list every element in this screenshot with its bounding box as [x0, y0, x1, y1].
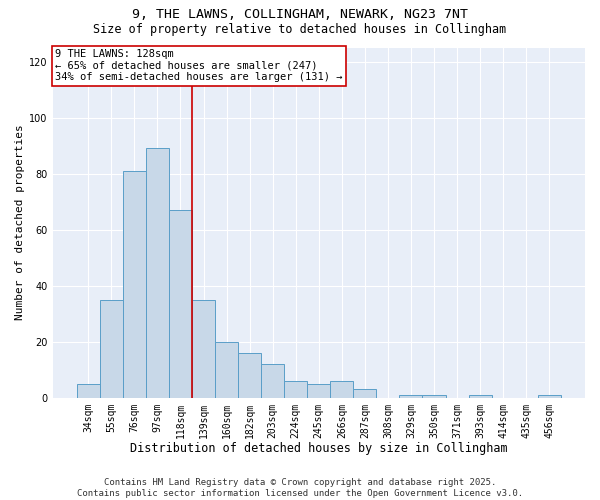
Text: 9, THE LAWNS, COLLINGHAM, NEWARK, NG23 7NT: 9, THE LAWNS, COLLINGHAM, NEWARK, NG23 7…: [132, 8, 468, 20]
Y-axis label: Number of detached properties: Number of detached properties: [15, 124, 25, 320]
Bar: [469, 395, 491, 398]
Text: Contains HM Land Registry data © Crown copyright and database right 2025.
Contai: Contains HM Land Registry data © Crown c…: [77, 478, 523, 498]
Bar: [422, 395, 446, 398]
Bar: [307, 384, 330, 398]
Bar: [77, 384, 100, 398]
Bar: [238, 353, 261, 398]
Bar: [169, 210, 192, 398]
Bar: [100, 300, 123, 398]
Bar: [215, 342, 238, 398]
Bar: [353, 390, 376, 398]
Text: 9 THE LAWNS: 128sqm
← 65% of detached houses are smaller (247)
34% of semi-detac: 9 THE LAWNS: 128sqm ← 65% of detached ho…: [55, 50, 343, 82]
X-axis label: Distribution of detached houses by size in Collingham: Distribution of detached houses by size …: [130, 442, 508, 455]
Bar: [261, 364, 284, 398]
Bar: [284, 381, 307, 398]
Text: Size of property relative to detached houses in Collingham: Size of property relative to detached ho…: [94, 22, 506, 36]
Bar: [538, 395, 561, 398]
Bar: [123, 171, 146, 398]
Bar: [330, 381, 353, 398]
Bar: [192, 300, 215, 398]
Bar: [400, 395, 422, 398]
Bar: [146, 148, 169, 398]
